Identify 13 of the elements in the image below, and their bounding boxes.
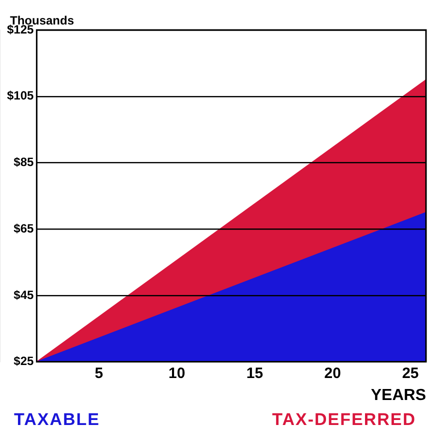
x-axis-title: YEARS (370, 386, 426, 404)
x-tick-label: 25 (402, 364, 419, 382)
text: TAXABLE (14, 410, 100, 430)
y-tick-label: $45 (14, 288, 34, 302)
text: TAX-DEFERRED (272, 410, 416, 430)
x-tick-label: 15 (246, 364, 264, 382)
y-tick-label: $85 (14, 155, 34, 170)
y-tick-label: $25 (14, 354, 34, 368)
x-tick-label: 5 (94, 364, 104, 382)
x-tick-label: 20 (324, 364, 341, 382)
x-tick-label: 10 (168, 364, 186, 382)
y-tick-label: $105 (6, 88, 34, 103)
y-tick-label: $65 (14, 221, 34, 236)
